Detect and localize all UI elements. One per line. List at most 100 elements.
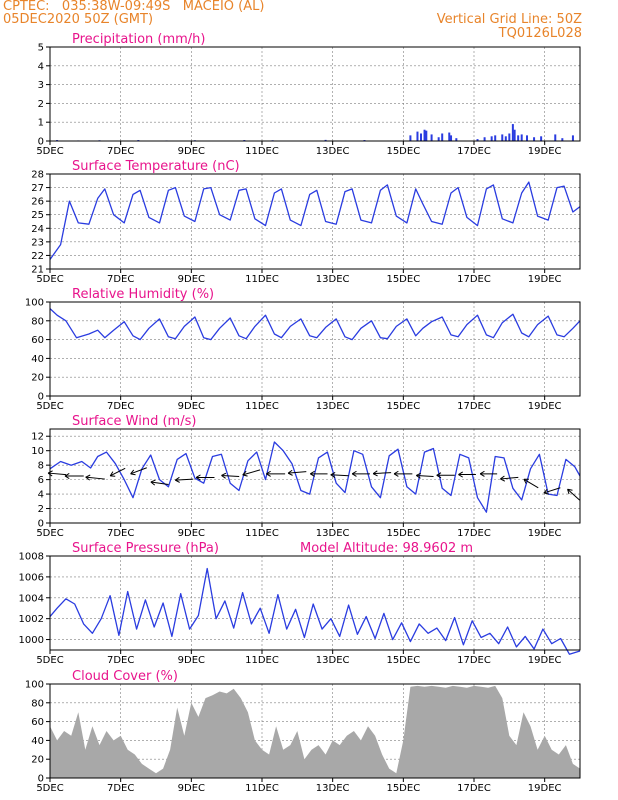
y-tick-label: 20 — [31, 755, 44, 766]
x-tick-label: 13DEC — [316, 528, 350, 539]
x-tick-label: 19DEC — [528, 274, 562, 285]
header-location: CPTEC: 035:38W-09:49S MACEIO (AL) — [3, 0, 265, 14]
x-tick-label: 9DEC — [178, 655, 205, 666]
precipitation-bar — [517, 135, 520, 141]
wind-vector — [500, 475, 519, 482]
y-tick-label: 1006 — [19, 572, 44, 583]
x-tick-label: 5DEC — [36, 401, 63, 412]
x-tick-label: 15DEC — [386, 401, 420, 412]
y-tick-label: 1000 — [19, 635, 44, 646]
wind-panel: 0 2 4 6 8 10 12 5DEC 7DEC 9DEC 11DEC 13DEC 15DEC 17DE… — [31, 414, 581, 539]
x-tick-label: 7DEC — [107, 783, 134, 794]
y-tick-label: 0 — [38, 774, 44, 785]
x-tick-label: 17DEC — [457, 274, 491, 285]
wind-vector — [85, 474, 105, 481]
wind-vector — [221, 472, 240, 479]
precipitation-bar — [420, 133, 422, 141]
precipitation-bar — [526, 135, 528, 141]
y-tick-label: 10 — [31, 446, 44, 457]
y-tick-label: 4 — [38, 490, 44, 501]
y-tick-label: 8 — [38, 461, 44, 472]
y-tick-label: 4 — [38, 61, 44, 72]
wind-vector — [436, 472, 455, 479]
precipitation-bar — [513, 129, 516, 141]
y-tick-label: 0 — [38, 137, 44, 148]
y-tick-label: 2 — [38, 504, 44, 515]
precipitation-bar — [430, 134, 433, 141]
x-tick-label: 7DEC — [107, 401, 134, 412]
x-tick-label: 5DEC — [36, 274, 63, 285]
y-tick-label: 1008 — [19, 552, 44, 563]
x-tick-label: 15DEC — [386, 528, 420, 539]
x-tick-label: 5DEC — [36, 146, 63, 157]
wind-vector — [150, 479, 169, 486]
precipitation-bar — [416, 131, 419, 141]
x-tick-label: 5DEC — [36, 655, 63, 666]
cloud-cover-area — [50, 685, 580, 778]
wind-vector — [195, 474, 215, 481]
x-tick-label: 17DEC — [457, 528, 491, 539]
precipitation-bar — [448, 132, 451, 141]
wind-vector — [372, 470, 392, 477]
x-tick-label: 17DEC — [457, 401, 491, 412]
x-tick-label: 19DEC — [528, 655, 562, 666]
pressure-series-line — [49, 567, 581, 655]
temperature-panel: 21 22 23 24 25 26 27 28 5DEC 7DEC 9DEC 11DEC 13DEC 15… — [31, 159, 581, 285]
wind-vector — [416, 472, 434, 479]
y-tick-label: 12 — [31, 432, 44, 443]
precipitation-bar — [571, 135, 574, 141]
plot-frame — [49, 555, 581, 651]
y-tick-label: 22 — [31, 251, 44, 262]
wind-vector — [174, 476, 194, 483]
wind-vector — [310, 470, 328, 477]
y-tick-label: 60 — [31, 335, 44, 346]
x-tick-label: 17DEC — [457, 783, 491, 794]
plot-frame — [49, 683, 581, 779]
y-tick-label: 24 — [31, 224, 44, 235]
precipitation-bar — [476, 139, 479, 141]
precipitation-bar — [494, 135, 497, 141]
humidity-panel: 0 20 40 60 80 100 5DEC 7DEC 9DEC 11DEC 13DEC 15DEC 1… — [25, 287, 581, 412]
precipitation-bar — [540, 136, 543, 141]
y-tick-label: 60 — [31, 717, 44, 728]
x-tick-label: 13DEC — [316, 146, 350, 157]
pressure-title: Surface Pressure (hPa) — [72, 541, 219, 556]
precipitation-bar — [483, 137, 486, 141]
x-tick-label: 17DEC — [457, 146, 491, 157]
header-model-code: TQ0126L028 — [498, 26, 582, 41]
temperature-title: Surface Temperature (nC) — [72, 159, 240, 174]
x-tick-label: 9DEC — [178, 274, 205, 285]
wind-vector — [47, 470, 67, 477]
y-tick-label: 21 — [31, 265, 44, 276]
precipitation-bar — [508, 133, 511, 141]
x-tick-label: 11DEC — [245, 274, 279, 285]
y-tick-label: 5 — [38, 43, 44, 54]
wind-vector — [64, 472, 84, 480]
x-tick-label: 13DEC — [316, 783, 350, 794]
x-tick-label: 17DEC — [457, 655, 491, 666]
precipitation-bar — [504, 136, 507, 141]
wind-vector — [242, 469, 261, 477]
x-tick-label: 5DEC — [36, 528, 63, 539]
plot-frame — [49, 428, 581, 524]
x-tick-label: 11DEC — [245, 528, 279, 539]
x-tick-label: 9DEC — [178, 528, 205, 539]
precipitation-bar — [450, 135, 453, 141]
precipitation-bar — [409, 135, 412, 141]
x-tick-label: 7DEC — [107, 274, 134, 285]
x-tick-label: 15DEC — [386, 146, 420, 157]
x-tick-label: 11DEC — [245, 401, 279, 412]
y-tick-label: 80 — [31, 698, 44, 709]
y-tick-label: 20 — [31, 373, 44, 384]
x-tick-label: 13DEC — [316, 274, 350, 285]
y-tick-label: 80 — [31, 316, 44, 327]
y-tick-label: 100 — [25, 298, 44, 309]
cloud-cover-panel: 0 20 40 60 80 100 5DEC 7DEC 9DEC 11DEC 13DEC 15DEC 1… — [25, 669, 581, 794]
precipitation-bar — [554, 134, 557, 141]
wind-vector — [523, 478, 539, 489]
x-tick-label: 15DEC — [386, 783, 420, 794]
pressure-panel: 1000 1002 1004 1006 1008 5DEC 7DEC 9DEC 11DEC 13D… — [19, 541, 581, 666]
wind-vector — [458, 471, 476, 478]
plot-frame — [49, 301, 581, 397]
